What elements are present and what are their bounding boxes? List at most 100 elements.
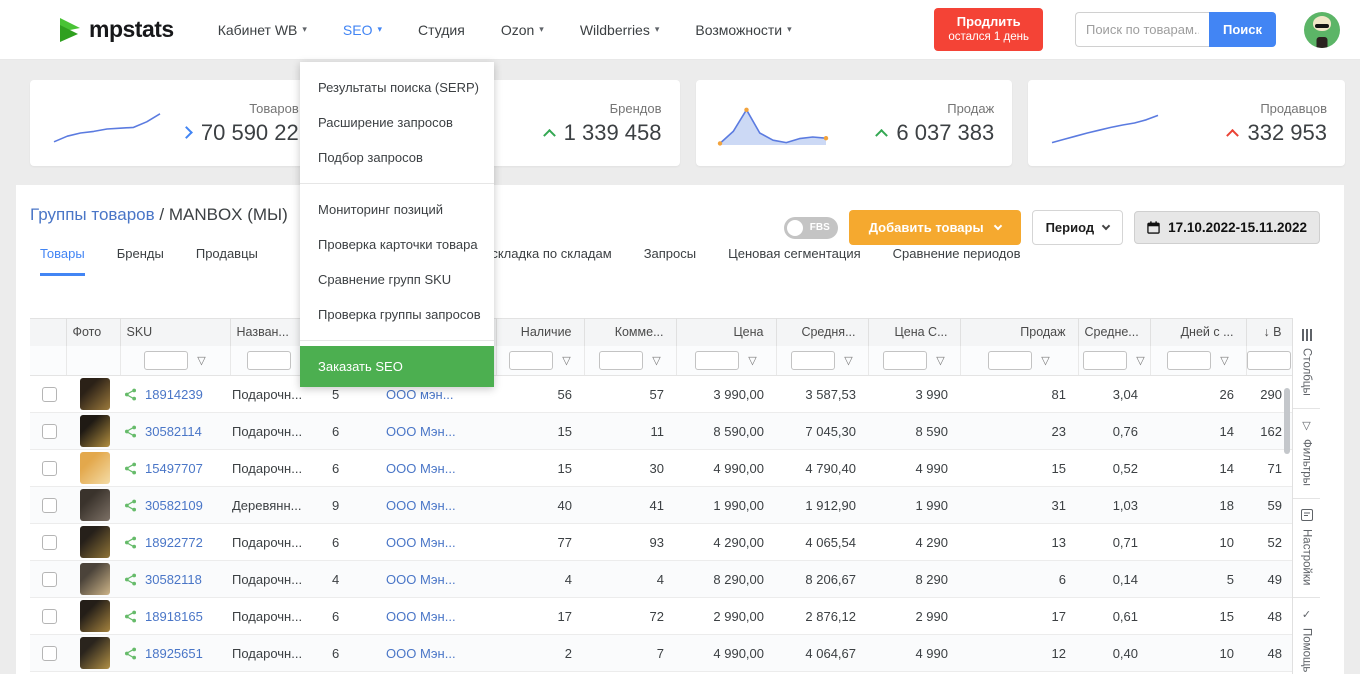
col-header-price[interactable]: Цена	[676, 319, 776, 346]
row-checkbox[interactable]	[42, 498, 57, 513]
menu-item-sravnenie-grupp-sku[interactable]: Сравнение групп SKU	[300, 262, 494, 297]
col-header-avg_price[interactable]: Средня...	[776, 319, 868, 346]
tab-tsenovaya-segmentatsiya[interactable]: Ценовая сегментация	[728, 246, 861, 276]
row-checkbox[interactable]	[42, 535, 57, 550]
share-icon[interactable]	[124, 573, 137, 586]
fbs-toggle[interactable]: FBS	[784, 217, 838, 239]
product-photo[interactable]	[80, 415, 110, 447]
product-photo[interactable]	[80, 489, 110, 521]
seller-link[interactable]: ООО мэн...	[386, 387, 454, 402]
share-icon[interactable]	[124, 610, 137, 623]
col-header-comments[interactable]: Комме...	[584, 319, 676, 346]
seller-link[interactable]: ООО Мэн...	[386, 609, 456, 624]
toolbar-nastroyki[interactable]: Настройки	[1293, 499, 1320, 598]
filter-input-revenue[interactable]	[1247, 351, 1291, 370]
seller-link[interactable]: ООО Мэн...	[386, 646, 456, 661]
tab-zaprosy[interactable]: Запросы	[644, 246, 696, 276]
filter-icon[interactable]: ▽	[1136, 355, 1144, 367]
menu-item-podbor-zaprosov[interactable]: Подбор запросов	[300, 140, 494, 175]
toolbar-filtry[interactable]: ▽Фильтры	[1293, 409, 1320, 499]
product-photo[interactable]	[80, 452, 110, 484]
share-icon[interactable]	[124, 462, 137, 475]
search-button[interactable]: Поиск	[1209, 12, 1276, 47]
seller-link[interactable]: ООО Мэн...	[386, 424, 456, 439]
filter-icon[interactable]: ▽	[748, 355, 756, 367]
sku-link[interactable]: 18925651	[145, 646, 203, 661]
col-header-avg_sales[interactable]: Средне...	[1078, 319, 1150, 346]
sku-link[interactable]: 18914239	[145, 387, 203, 402]
col-header-photo[interactable]: Фото	[66, 319, 120, 346]
share-icon[interactable]	[124, 647, 137, 660]
filter-input-price[interactable]	[695, 351, 739, 370]
renew-subscription-button[interactable]: Продлить остался 1 день	[934, 8, 1043, 52]
row-checkbox[interactable]	[42, 461, 57, 476]
mpstats-logo[interactable]: mpstats	[58, 16, 174, 43]
col-header-select[interactable]	[30, 319, 66, 346]
share-icon[interactable]	[124, 425, 137, 438]
filter-icon[interactable]: ▽	[1041, 355, 1049, 367]
filter-input-days[interactable]	[1167, 351, 1211, 370]
breadcrumb-groups-link[interactable]: Группы товаров	[30, 205, 155, 224]
share-icon[interactable]	[124, 499, 137, 512]
nav-item-seo[interactable]: SEO▾	[343, 22, 382, 38]
filter-icon[interactable]: ▽	[197, 355, 205, 367]
col-header-spp_price[interactable]: Цена С...	[868, 319, 960, 346]
date-range-picker[interactable]: 17.10.2022-15.11.2022	[1134, 211, 1320, 244]
sku-link[interactable]: 18918165	[145, 609, 203, 624]
seller-link[interactable]: ООО Мэн...	[386, 498, 456, 513]
col-header-sales[interactable]: Продаж	[960, 319, 1078, 346]
menu-item-serp[interactable]: Результаты поиска (SERP)	[300, 70, 494, 105]
product-photo[interactable]	[80, 526, 110, 558]
row-checkbox[interactable]	[42, 572, 57, 587]
menu-item-zakazat-seo[interactable]: Заказать SEO	[300, 346, 494, 387]
tab-tovary[interactable]: Товары	[40, 246, 85, 276]
filter-input-comments[interactable]	[599, 351, 643, 370]
nav-item-wildberries[interactable]: Wildberries▾	[580, 22, 660, 38]
filter-icon[interactable]: ▽	[562, 355, 570, 367]
menu-item-proverka-gruppy-zaprosov[interactable]: Проверка группы запросов	[300, 297, 494, 332]
toolbar-pomosch[interactable]: ✓Помощь	[1293, 598, 1320, 674]
toolbar-stolbtsy[interactable]: Столбцы	[1293, 318, 1320, 409]
seller-link[interactable]: ООО Мэн...	[386, 535, 456, 550]
tab-sravnenie-periodov[interactable]: Сравнение периодов	[893, 246, 1021, 276]
filter-icon[interactable]: ▽	[1220, 355, 1228, 367]
menu-item-proverka-kartochki-tovara[interactable]: Проверка карточки товара	[300, 227, 494, 262]
user-avatar[interactable]	[1304, 12, 1340, 48]
menu-item-rasshirenie-zaprosov[interactable]: Расширение запросов	[300, 105, 494, 140]
search-input[interactable]	[1075, 12, 1209, 47]
row-checkbox[interactable]	[42, 609, 57, 624]
product-photo[interactable]	[80, 600, 110, 632]
filter-icon[interactable]: ▽	[652, 355, 660, 367]
sku-link[interactable]: 30582114	[145, 424, 202, 439]
filter-input-sku[interactable]	[144, 351, 188, 370]
col-header-revenue[interactable]: ↓ В	[1246, 319, 1292, 346]
nav-item-studiya[interactable]: Студия	[418, 22, 465, 38]
sku-link[interactable]: 15497707	[145, 461, 203, 476]
row-checkbox[interactable]	[42, 424, 57, 439]
seller-link[interactable]: ООО Мэн...	[386, 461, 456, 476]
filter-icon[interactable]: ▽	[844, 355, 852, 367]
row-checkbox[interactable]	[42, 387, 57, 402]
filter-input-sales[interactable]	[988, 351, 1032, 370]
add-products-button[interactable]: Добавить товары	[849, 210, 1021, 245]
sku-link[interactable]: 18922772	[145, 535, 203, 550]
nav-item-vozmozhnosti[interactable]: Возможности▾	[695, 22, 791, 38]
col-header-days[interactable]: Дней с ...	[1150, 319, 1246, 346]
col-header-sku[interactable]: SKU	[120, 319, 230, 346]
sku-link[interactable]: 30582118	[145, 572, 202, 587]
share-icon[interactable]	[124, 388, 137, 401]
product-photo[interactable]	[80, 378, 110, 410]
scrollbar-thumb[interactable]	[1284, 388, 1290, 454]
tab-raskladka-po-skladam[interactable]: Раскладка по складам	[476, 246, 612, 276]
product-photo[interactable]	[80, 563, 110, 595]
nav-item-ozon[interactable]: Ozon▾	[501, 22, 544, 38]
tab-prodavtsy[interactable]: Продавцы	[196, 246, 258, 276]
filter-input-spp_price[interactable]	[883, 351, 927, 370]
product-photo[interactable]	[80, 637, 110, 669]
tab-brendy[interactable]: Бренды	[117, 246, 164, 276]
share-icon[interactable]	[124, 536, 137, 549]
col-header-stock[interactable]: Наличие	[496, 319, 584, 346]
nav-item-kabinet-wb[interactable]: Кабинет WB▾	[218, 22, 307, 38]
seller-link[interactable]: ООО Мэн...	[386, 572, 456, 587]
row-checkbox[interactable]	[42, 646, 57, 661]
